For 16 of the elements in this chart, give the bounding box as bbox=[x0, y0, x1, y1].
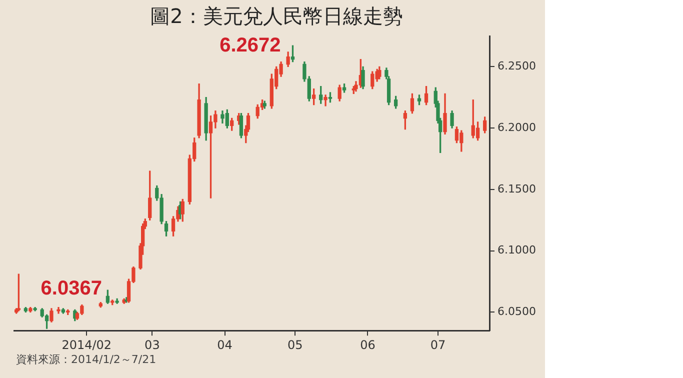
y-tick-label: 6.2000 bbox=[498, 120, 536, 134]
annotation: 6.2672 bbox=[220, 34, 281, 57]
y-tick-label: 6.0500 bbox=[498, 305, 536, 318]
x-tick-label: 2014/02 bbox=[62, 338, 112, 352]
chart-title: 圖2：美元兌人民幣日線走勢 bbox=[150, 4, 403, 28]
x-tick-label: 04 bbox=[217, 338, 232, 352]
x-tick-label: 05 bbox=[287, 338, 303, 352]
x-tick-label: 07 bbox=[430, 338, 446, 352]
candlestick bbox=[324, 94, 328, 106]
y-tick-label: 6.1000 bbox=[498, 244, 536, 257]
x-tick-label: 03 bbox=[144, 338, 160, 352]
annotation: 6.0367 bbox=[40, 278, 102, 300]
x-tick-label: 06 bbox=[360, 338, 376, 352]
y-tick-label: 6.2500 bbox=[498, 60, 536, 73]
source-note: 資料來源：2014/1/2～7/21 bbox=[16, 352, 156, 367]
y-tick-label: 6.1500 bbox=[498, 182, 536, 196]
